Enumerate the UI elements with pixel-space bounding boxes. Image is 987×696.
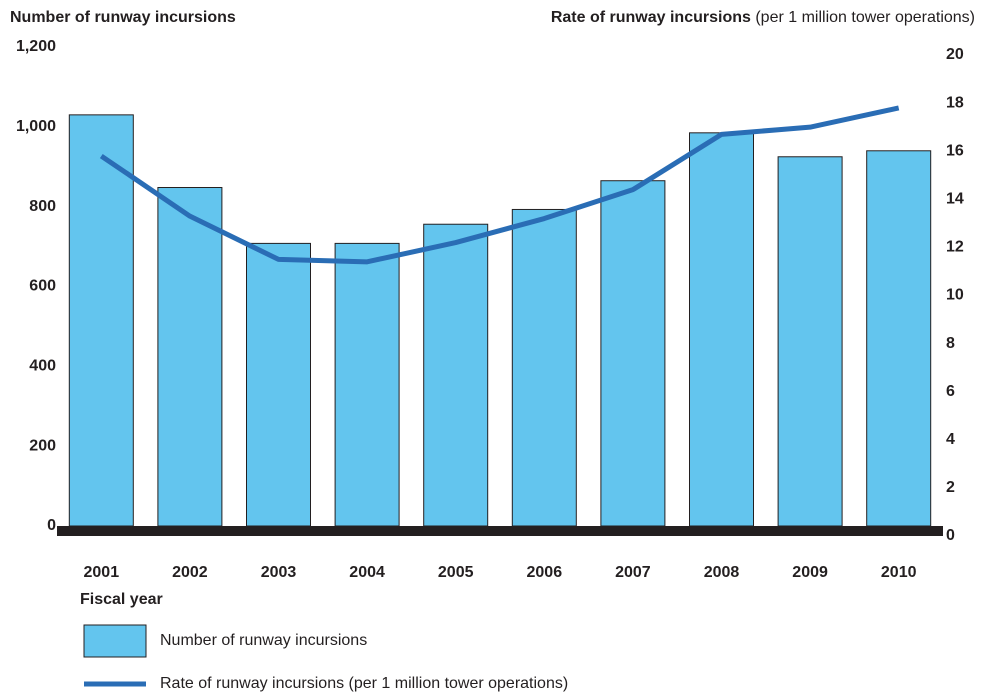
y2-tick-label: 18 — [946, 94, 964, 111]
x-tick-label: 2002 — [172, 564, 208, 581]
y-tick-label: 800 — [29, 198, 56, 215]
y-tick-label: 600 — [29, 278, 56, 295]
bar — [68, 114, 134, 527]
bar — [511, 208, 577, 527]
x-tick-label: 2001 — [84, 564, 120, 581]
bar — [689, 132, 754, 527]
y2-axis-title: Rate of runway incursions (per 1 million… — [551, 9, 975, 26]
x-tick-label: 2004 — [349, 564, 385, 581]
bar — [866, 150, 932, 527]
y2-axis-title-note: (per 1 million tower operations) — [755, 9, 975, 26]
bar — [334, 242, 400, 527]
bar — [246, 242, 311, 527]
x-axis-line — [57, 526, 943, 536]
y2-tick-label: 10 — [946, 287, 964, 304]
x-tick-label: 2007 — [615, 564, 651, 581]
y-tick-label: 1,000 — [16, 118, 56, 135]
x-tick-label: 2003 — [261, 564, 297, 581]
y2-axis-title-main: Rate of runway incursions — [551, 9, 751, 26]
y2-tick-label: 20 — [946, 46, 964, 63]
bar — [157, 187, 223, 527]
y-tick-label: 200 — [29, 437, 56, 454]
legend-label: Rate of runway incursions (per 1 million… — [160, 675, 568, 692]
y2-tick-label: 6 — [946, 383, 955, 400]
y2-tick-label: 12 — [946, 239, 964, 256]
x-tick-label: 2005 — [438, 564, 474, 581]
x-tick-label: 2006 — [527, 564, 563, 581]
y2-tick-label: 14 — [946, 191, 964, 208]
legend-label: Number of runway incursions — [160, 632, 367, 649]
y2-tick-label: 2 — [946, 479, 955, 496]
x-axis-title: Fiscal year — [80, 591, 163, 608]
y2-tick-label: 16 — [946, 142, 964, 159]
legend-swatch — [83, 624, 147, 658]
x-tick-label: 2010 — [881, 564, 917, 581]
y2-tick-label: 8 — [946, 335, 955, 352]
y-tick-label: 400 — [29, 358, 56, 375]
bar — [600, 180, 666, 527]
y-tick-label: 0 — [47, 517, 56, 534]
y2-tick-label: 0 — [946, 527, 955, 544]
bar — [423, 223, 489, 527]
x-tick-label: 2008 — [704, 564, 740, 581]
y-axis-title: Number of runway incursions — [10, 9, 236, 26]
y2-tick-label: 4 — [946, 431, 955, 448]
bar — [777, 156, 843, 527]
line — [99, 105, 900, 265]
x-tick-label: 2009 — [792, 564, 828, 581]
y-tick-label: 1,200 — [16, 38, 56, 55]
